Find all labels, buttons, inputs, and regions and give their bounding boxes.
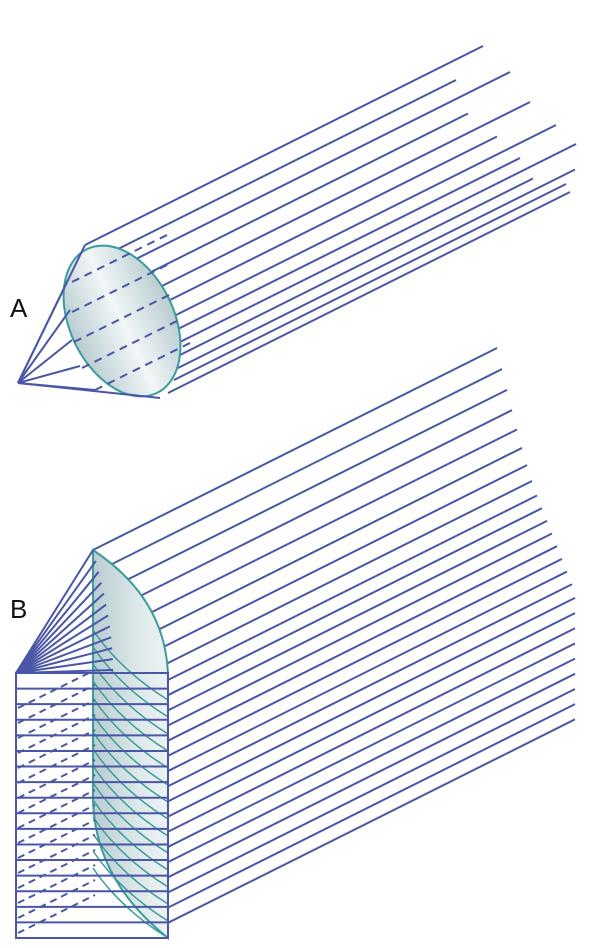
dashed-ray	[17, 804, 96, 844]
focus-ray	[15, 592, 105, 674]
dashed-ray	[17, 729, 96, 769]
dashed-ray	[73, 294, 170, 343]
dashed-ray	[17, 819, 96, 859]
ray-line	[167, 570, 568, 772]
ray-line	[175, 157, 521, 331]
dashed-ray	[17, 879, 96, 919]
ray-line	[179, 177, 534, 356]
ray-line	[161, 464, 528, 649]
lens-arc	[92, 731, 169, 803]
dashed-ray	[17, 684, 96, 724]
ray-line	[167, 688, 576, 894]
ray-line	[167, 557, 563, 757]
dashed-ray	[17, 759, 96, 799]
panel-a-focus-rays	[17, 244, 161, 399]
ray-line	[167, 494, 538, 681]
ray-line	[167, 703, 576, 909]
focus-ray	[15, 549, 94, 674]
ray-line	[149, 101, 531, 293]
lens-arc	[92, 799, 169, 871]
ray-line	[179, 143, 577, 343]
dashed-ray	[17, 669, 96, 709]
panel-b: B	[10, 347, 576, 941]
ray-line	[167, 545, 558, 742]
ray-line	[167, 657, 576, 864]
focus-ray	[15, 614, 109, 674]
ray-line	[134, 409, 513, 600]
focus-ray	[15, 582, 103, 674]
dashed-ray	[17, 699, 96, 739]
focus-ray	[15, 560, 97, 674]
ray-line	[166, 480, 533, 665]
ray-line	[167, 519, 548, 712]
dashed-ray	[17, 864, 96, 904]
lens-arc	[92, 646, 169, 718]
focus-ray	[15, 647, 113, 674]
ray-line	[107, 368, 503, 568]
focus-ray	[15, 571, 100, 674]
ray-line	[169, 124, 557, 319]
ray-line	[173, 183, 567, 381]
ray-line	[167, 191, 571, 394]
panel-b-parallel-rays	[92, 347, 576, 924]
ray-line	[134, 112, 469, 281]
panel-a-dashed-rays	[71, 234, 191, 391]
focus-ray	[17, 309, 71, 384]
dashed-ray	[17, 789, 96, 829]
ray-line	[99, 79, 457, 259]
ray-line	[167, 583, 573, 788]
lens-arc	[92, 629, 169, 701]
ray-line	[84, 45, 484, 246]
panel-a-parallel-rays	[84, 45, 577, 394]
panel-a-label: A	[10, 293, 28, 323]
ray-line	[167, 672, 576, 879]
ray-line	[167, 507, 543, 697]
panel-b-frame	[15, 672, 169, 939]
lens-arc	[92, 714, 169, 786]
panel-b-dashed-rays	[17, 669, 96, 934]
focus-ray	[15, 625, 111, 674]
ray-line	[167, 642, 576, 848]
focus-ray	[15, 658, 113, 674]
focus-ray	[17, 279, 69, 384]
ray-line	[167, 612, 576, 818]
ray-line	[121, 388, 508, 584]
focus-ray	[15, 636, 112, 674]
dashed-ray	[81, 320, 178, 369]
dashed-ray	[17, 714, 96, 754]
ray-line	[167, 597, 576, 803]
focus-ray	[17, 339, 73, 384]
dashed-ray	[17, 834, 96, 874]
panel-b-focus-rays	[15, 549, 114, 674]
ray-line	[177, 168, 576, 369]
dashed-ray	[17, 894, 96, 934]
dashed-ray	[71, 234, 168, 283]
focus-ray	[15, 603, 107, 674]
ray-line	[145, 428, 518, 616]
dashed-ray	[94, 342, 191, 391]
dashed-ray	[17, 774, 96, 814]
panel-b-label: B	[10, 594, 27, 624]
panel-a-lens	[62, 244, 182, 398]
dashed-ray	[71, 264, 168, 313]
focus-ray	[17, 365, 81, 384]
ray-line	[154, 447, 523, 633]
focus-ray	[17, 382, 161, 399]
ray-line	[167, 718, 576, 924]
ray-line	[167, 532, 553, 727]
ray-line	[167, 627, 576, 833]
ray-line	[117, 71, 511, 269]
dashed-ray	[17, 849, 96, 889]
lens-arc	[92, 782, 169, 854]
ray-line	[92, 347, 498, 551]
dashed-ray	[17, 744, 96, 784]
lens-arc	[92, 816, 169, 888]
ray-line	[159, 135, 498, 306]
panel-a: A	[10, 45, 577, 399]
lens-arc	[92, 833, 169, 905]
